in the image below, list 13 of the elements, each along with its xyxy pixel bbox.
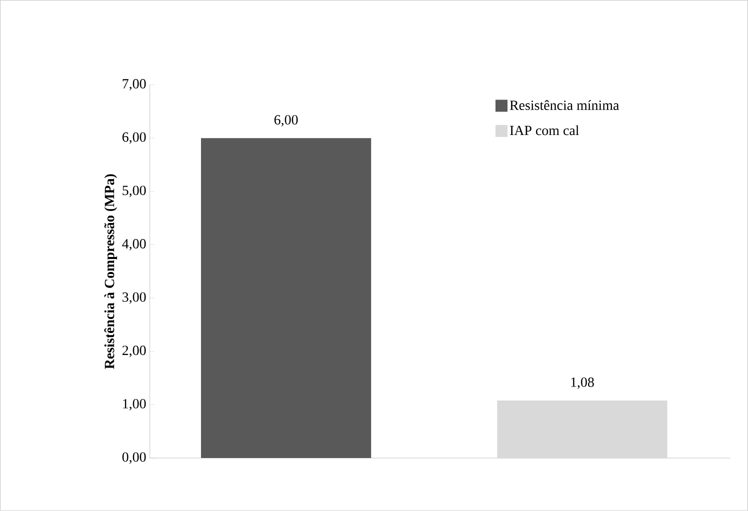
y-tick-label: 1,00 <box>123 399 146 411</box>
data-label: 1,08 <box>571 378 594 390</box>
y-tick-label: 7,00 <box>122 79 146 91</box>
y-tick-label: 4,00 <box>122 239 146 251</box>
y-tick-label: 6,00 <box>122 132 146 144</box>
y-tick-label: 2,00 <box>122 346 146 358</box>
legend-label: Resistência mínima <box>510 100 620 110</box>
y-tick-label: 3,00 <box>122 292 146 304</box>
y-tick-label: 5,00 <box>122 186 146 198</box>
y-axis-title: Resistência à Compressão (MPa) <box>104 174 118 370</box>
data-label: 6,00 <box>274 115 298 127</box>
legend-label: IAP com cal <box>510 125 579 136</box>
y-tick-label: 0,00 <box>122 452 146 464</box>
